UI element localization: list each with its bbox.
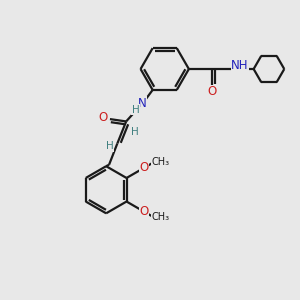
Text: O: O (139, 205, 148, 218)
Text: NH: NH (231, 59, 249, 72)
Text: CH₃: CH₃ (151, 212, 169, 222)
Text: H: H (106, 142, 114, 152)
Text: H: H (130, 127, 138, 137)
Text: H: H (132, 105, 140, 115)
Text: N: N (138, 97, 147, 110)
Text: O: O (99, 111, 108, 124)
Text: CH₃: CH₃ (151, 157, 169, 167)
Text: O: O (208, 85, 217, 98)
Text: O: O (139, 161, 148, 175)
